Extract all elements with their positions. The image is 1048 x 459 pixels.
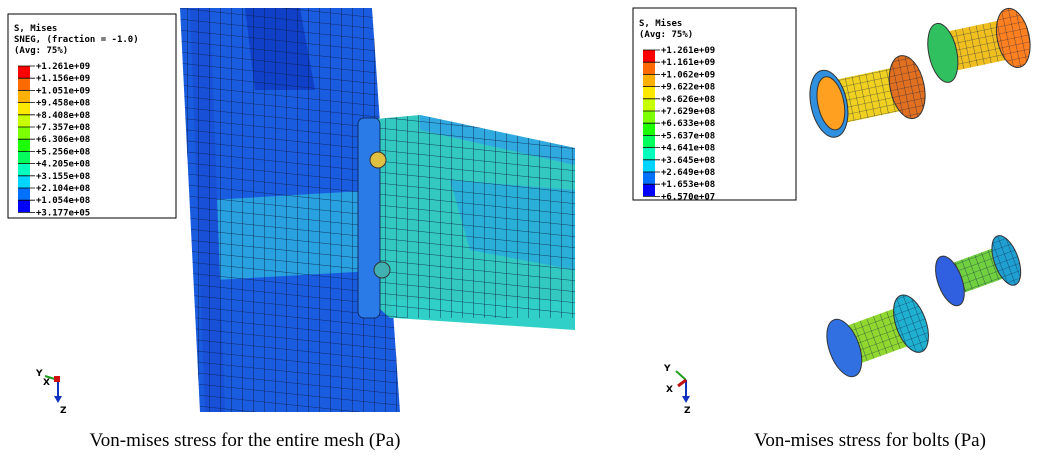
figure: Y X Z Y X Z Von-mises stress for the ent…: [0, 0, 1048, 459]
legend-label: +5.637e+08: [661, 131, 715, 141]
legend-label: +3.155e+08: [36, 172, 90, 182]
legend-label: +2.649e+08: [661, 168, 715, 178]
legend-label: +2.104e+08: [36, 184, 90, 194]
caption: Von-mises stress for the entire mesh (Pa…: [90, 430, 401, 451]
legend-swatch: [18, 176, 30, 188]
legend-swatch: [18, 115, 30, 127]
legend-swatch: [18, 90, 30, 102]
legend-swatch: [18, 151, 30, 163]
legend-swatch: [643, 160, 655, 172]
legend-label: +1.261e+09: [661, 46, 715, 56]
legend-label: +1.054e+08: [36, 196, 90, 206]
triad-label: Y: [663, 364, 671, 374]
legend-label: +7.357e+08: [36, 123, 90, 133]
beam-model: [358, 115, 575, 330]
triad-label: Y: [35, 369, 43, 379]
legend-swatch: [643, 148, 655, 160]
legend-label: +9.458e+08: [36, 99, 90, 109]
legend-label: +4.641e+08: [661, 144, 715, 154]
legend-label: +4.205e+08: [36, 160, 90, 170]
legend-label: +9.622e+08: [661, 83, 715, 93]
legend-title: (Avg: 75%): [14, 46, 68, 56]
triad-label: X: [43, 378, 50, 388]
legend-label: +3.177e+05: [36, 208, 90, 218]
legend-label: +1.051e+09: [36, 86, 90, 96]
legend-title: (Avg: 75%): [639, 30, 693, 40]
legend-swatch: [643, 184, 655, 196]
legend-swatch: [643, 50, 655, 62]
legend-swatch: [18, 103, 30, 115]
legend-label: +8.626e+08: [661, 95, 715, 105]
legend-swatch: [18, 139, 30, 151]
legend-swatch: [18, 200, 30, 212]
legend-title: S, Mises: [639, 18, 682, 29]
legend-label: +7.629e+08: [661, 107, 715, 117]
legend-label: +1.653e+08: [661, 180, 715, 190]
legend-title: SNEG, (fraction = -1.0): [14, 34, 139, 45]
legend-swatch: [643, 135, 655, 147]
legend-label: +3.645e+08: [661, 156, 715, 166]
legend-swatch: [18, 127, 30, 139]
caption: Von-mises stress for bolts (Pa): [754, 430, 986, 451]
legend-label: +6.570e+07: [661, 192, 715, 202]
legend-label: +1.156e+09: [36, 74, 90, 84]
legend-swatch: [643, 99, 655, 111]
legend-label: +1.261e+09: [36, 62, 90, 72]
legend-swatch: [643, 123, 655, 135]
triad-label: Z: [60, 406, 67, 416]
triad-label: X: [666, 385, 673, 395]
legend-swatch: [18, 164, 30, 176]
legend-label: +8.408e+08: [36, 111, 90, 121]
legend-swatch: [643, 172, 655, 184]
legend-label: +1.062e+09: [661, 70, 715, 80]
legend-swatch: [18, 66, 30, 78]
legend-title: S, Mises: [14, 23, 57, 34]
legend-label: +6.306e+08: [36, 135, 90, 145]
triad-label: Z: [684, 406, 691, 416]
legend-swatch: [643, 62, 655, 74]
legend-label: +5.256e+08: [36, 147, 90, 157]
legend-label: +6.633e+08: [661, 119, 715, 129]
legend-swatch: [643, 87, 655, 99]
legend-swatch: [18, 188, 30, 200]
legend-swatch: [18, 78, 30, 90]
legend-swatch: [643, 74, 655, 86]
legend-swatch: [643, 111, 655, 123]
bolts-model: [804, 5, 1035, 381]
legend-label: +1.161e+09: [661, 58, 715, 68]
